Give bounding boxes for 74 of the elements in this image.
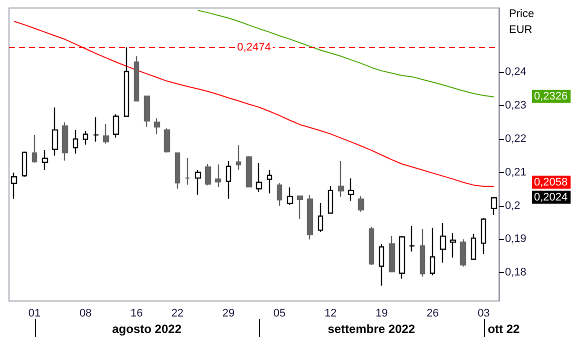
y-tick-label: 0,19	[505, 233, 526, 246]
candlestick	[256, 162, 262, 192]
candlestick	[246, 155, 252, 188]
x-tick-label: 05	[273, 308, 286, 320]
candlestick	[368, 226, 374, 266]
candlestick	[296, 195, 304, 220]
candlestick	[338, 160, 344, 198]
candlestick	[420, 228, 426, 278]
x-tick-label: 01	[28, 308, 41, 320]
candlestick	[194, 169, 202, 196]
y-tick-label: 0,24	[505, 66, 526, 78]
candlestick	[460, 238, 466, 268]
candlestick	[398, 235, 406, 280]
candlestick	[52, 106, 58, 156]
candlestick	[154, 118, 160, 135]
candlestick	[318, 202, 324, 232]
ref-line-label: 0,2474	[237, 42, 271, 54]
candlestick	[430, 227, 436, 276]
x-tick-label: 16	[130, 308, 143, 320]
candlestick	[164, 128, 170, 154]
candlestick	[490, 196, 498, 216]
y-tick-label: 0,18	[505, 266, 526, 279]
x-tick-label: 12	[324, 308, 337, 320]
candlestick	[62, 122, 68, 162]
candlestick	[42, 149, 48, 171]
candlestick	[204, 163, 212, 186]
x-tick-label: 26	[426, 308, 439, 320]
candlestick	[276, 182, 282, 206]
x-tick-label: 22	[171, 308, 184, 320]
candlestick	[214, 164, 222, 188]
candlestick	[470, 233, 476, 260]
candlestick	[92, 116, 100, 142]
candlestick	[450, 232, 456, 258]
candlestick	[134, 56, 140, 102]
candlestick	[22, 151, 28, 178]
candlestick	[124, 46, 130, 117]
candlestick	[358, 195, 364, 212]
candlestick	[236, 144, 242, 170]
candlestick	[378, 244, 384, 286]
candlestick	[112, 114, 120, 138]
candlestick	[144, 96, 150, 128]
x-tick-label: 29	[222, 308, 235, 320]
candlestick	[10, 172, 18, 200]
candlestick	[266, 169, 272, 194]
candlestick	[226, 160, 232, 200]
text: 0,2024	[534, 191, 568, 204]
candlestick	[184, 157, 190, 186]
y-tick-label: 0,23	[505, 100, 526, 112]
candlestick	[480, 218, 486, 254]
candlestick	[306, 194, 314, 240]
y-tick-label: 0,2	[505, 200, 520, 212]
candlestick	[388, 235, 396, 272]
y-tick-label: 0,22	[505, 132, 526, 145]
candlestick	[32, 134, 38, 164]
x-tick-label: 08	[79, 308, 92, 320]
x-tick-label: 19	[375, 308, 388, 320]
line-series	[197, 10, 494, 98]
candlestick	[72, 129, 78, 154]
text: 0,2326	[534, 90, 568, 102]
candlestick	[408, 225, 416, 252]
y-tick-label: 0,21	[505, 166, 526, 178]
candlestick	[328, 185, 334, 214]
candlestick	[440, 222, 446, 264]
text: 0,2058	[534, 176, 568, 188]
candlestick	[286, 186, 294, 206]
y-axis-title: Price EUR	[509, 8, 534, 36]
candlestick	[348, 178, 354, 202]
candlestick	[174, 152, 180, 190]
candlestick	[102, 123, 110, 144]
text: agosto 2022	[112, 322, 182, 336]
text: ott 22	[488, 322, 520, 336]
x-tick-label: 03	[478, 308, 490, 320]
candlestick	[82, 130, 88, 146]
text: settembre 2022	[328, 322, 416, 336]
